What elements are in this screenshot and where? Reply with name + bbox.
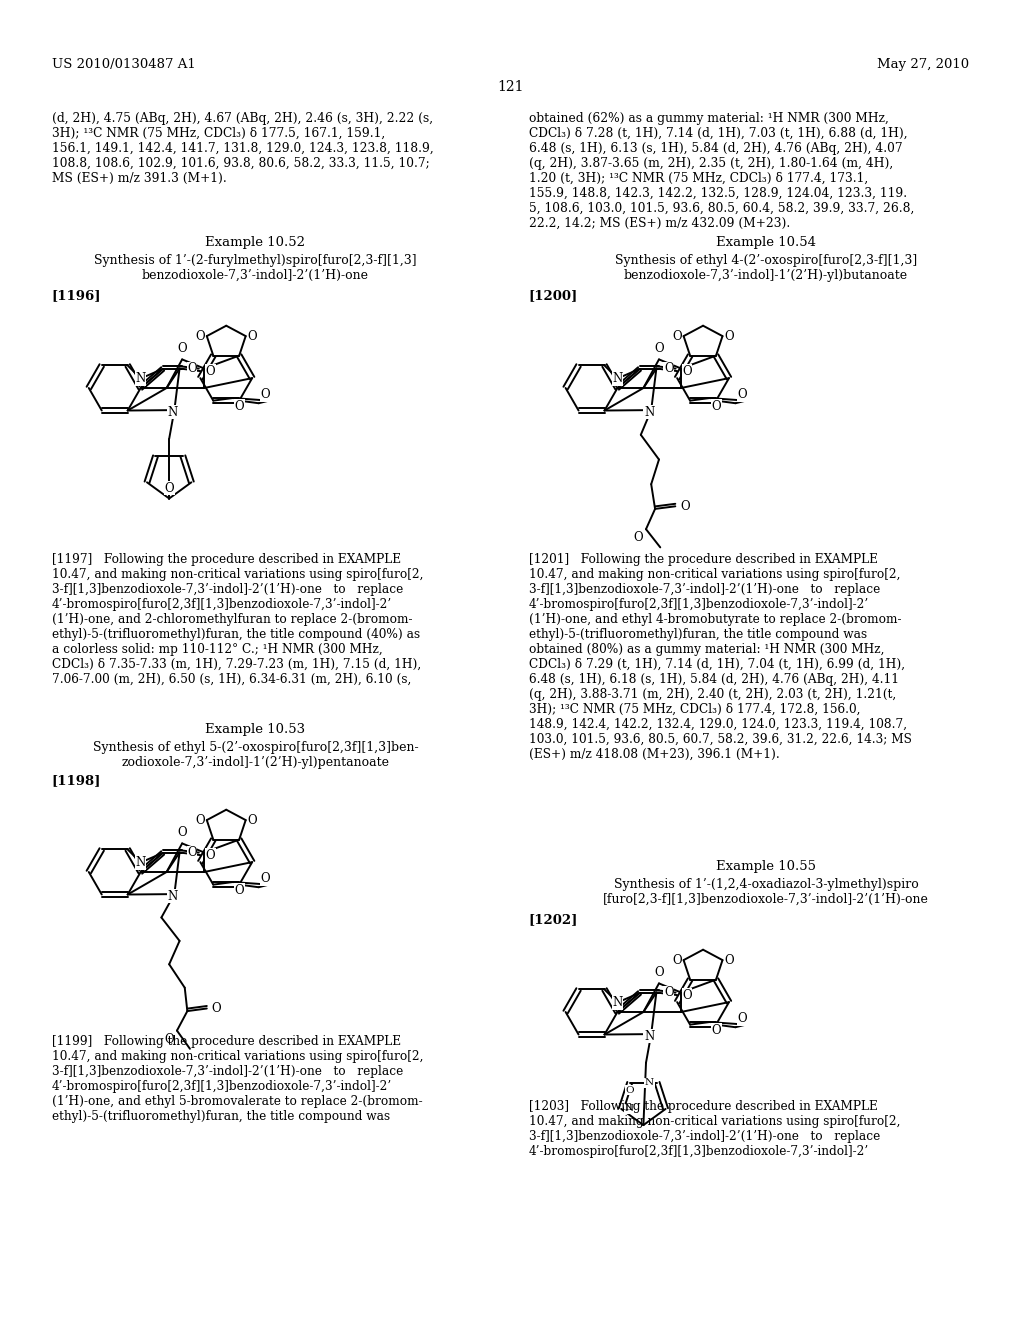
- Text: obtained (62%) as a gummy material: ¹H NMR (300 MHz,
CDCl₃) δ 7.28 (t, 1H), 7.14: obtained (62%) as a gummy material: ¹H N…: [528, 112, 914, 230]
- Text: [1198]: [1198]: [52, 774, 101, 787]
- Text: O: O: [672, 330, 682, 343]
- Text: O: O: [187, 363, 197, 375]
- Text: O: O: [737, 1012, 748, 1026]
- Text: N: N: [645, 1078, 654, 1088]
- Text: Synthesis of 1’-(1,2,4-oxadiazol-3-ylmethyl)spiro: Synthesis of 1’-(1,2,4-oxadiazol-3-ylmet…: [613, 878, 919, 891]
- Text: O: O: [725, 953, 734, 966]
- Text: N: N: [644, 1030, 654, 1043]
- Text: O: O: [196, 813, 205, 826]
- Text: N: N: [167, 890, 177, 903]
- Text: [1196]: [1196]: [52, 289, 101, 302]
- Text: O: O: [682, 364, 692, 378]
- Text: N: N: [612, 372, 623, 385]
- Text: O: O: [712, 1024, 721, 1038]
- Text: O: O: [654, 342, 664, 355]
- Text: 121: 121: [498, 81, 524, 94]
- Text: O: O: [712, 400, 721, 413]
- Text: O: O: [682, 989, 692, 1002]
- Text: N: N: [167, 405, 177, 418]
- Text: (d, 2H), 4.75 (ABq, 2H), 4.67 (ABq, 2H), 2.46 (s, 3H), 2.22 (s,
3H); ¹³C NMR (75: (d, 2H), 4.75 (ABq, 2H), 4.67 (ABq, 2H),…: [52, 112, 433, 185]
- Text: O: O: [212, 1002, 221, 1015]
- Text: O: O: [664, 363, 674, 375]
- Text: O: O: [165, 482, 174, 495]
- Text: [1200]: [1200]: [528, 289, 578, 302]
- Text: O: O: [737, 388, 748, 401]
- Text: O: O: [234, 884, 245, 898]
- Text: Example 10.55: Example 10.55: [716, 861, 816, 873]
- Text: N: N: [135, 372, 145, 385]
- Text: N: N: [612, 997, 623, 1008]
- Text: O: O: [248, 813, 257, 826]
- Text: O: O: [680, 500, 690, 512]
- Text: [1202]: [1202]: [528, 913, 579, 927]
- Text: O: O: [164, 1032, 174, 1045]
- Text: [1197]   Following the procedure described in EXAMPLE
10.47, and making non-crit: [1197] Following the procedure described…: [52, 553, 423, 686]
- Text: O: O: [626, 1086, 634, 1094]
- Text: O: O: [672, 953, 682, 966]
- Text: May 27, 2010: May 27, 2010: [878, 58, 970, 71]
- Text: O: O: [261, 388, 270, 401]
- Text: O: O: [205, 849, 215, 862]
- Text: O: O: [654, 966, 664, 979]
- Text: US 2010/0130487 A1: US 2010/0130487 A1: [52, 58, 196, 71]
- Text: O: O: [196, 330, 205, 343]
- Text: Example 10.54: Example 10.54: [716, 236, 816, 249]
- Text: [1203]   Following the procedure described in EXAMPLE
10.47, and making non-crit: [1203] Following the procedure described…: [528, 1100, 900, 1158]
- Text: benzodioxole-7,3’-indol]-2’(1’H)-one: benzodioxole-7,3’-indol]-2’(1’H)-one: [142, 269, 369, 282]
- Text: O: O: [725, 330, 734, 343]
- Text: [1199]   Following the procedure described in EXAMPLE
10.47, and making non-crit: [1199] Following the procedure described…: [52, 1035, 423, 1123]
- Text: [1201]   Following the procedure described in EXAMPLE
10.47, and making non-crit: [1201] Following the procedure described…: [528, 553, 911, 762]
- Text: benzodioxole-7,3’-indol]-1’(2’H)-yl)butanoate: benzodioxole-7,3’-indol]-1’(2’H)-yl)buta…: [624, 269, 908, 282]
- Text: Synthesis of ethyl 4-(2’-oxospiro[furo[2,3-f][1,3]: Synthesis of ethyl 4-(2’-oxospiro[furo[2…: [615, 253, 918, 267]
- Text: O: O: [234, 400, 245, 413]
- Text: Synthesis of ethyl 5-(2’-oxospiro[furo[2,3f][1,3]ben-: Synthesis of ethyl 5-(2’-oxospiro[furo[2…: [92, 741, 418, 754]
- Text: Synthesis of 1’-(2-furylmethyl)spiro[furo[2,3-f][1,3]: Synthesis of 1’-(2-furylmethyl)spiro[fur…: [94, 253, 417, 267]
- Text: O: O: [261, 873, 270, 886]
- Text: O: O: [634, 531, 643, 544]
- Text: O: O: [248, 330, 257, 343]
- Text: N: N: [625, 1105, 633, 1114]
- Text: O: O: [664, 986, 674, 999]
- Text: N: N: [135, 855, 145, 869]
- Text: O: O: [177, 342, 187, 355]
- Text: [furo[2,3-f][1,3]benzodioxole-7,3’-indol]-2’(1’H)-one: [furo[2,3-f][1,3]benzodioxole-7,3’-indol…: [603, 894, 929, 906]
- Text: O: O: [187, 846, 197, 859]
- Text: Example 10.52: Example 10.52: [206, 236, 305, 249]
- Text: N: N: [644, 405, 654, 418]
- Text: Example 10.53: Example 10.53: [205, 723, 305, 737]
- Text: O: O: [205, 364, 215, 378]
- Text: O: O: [177, 826, 187, 840]
- Text: zodioxole-7,3’-indol]-1’(2’H)-yl)pentanoate: zodioxole-7,3’-indol]-1’(2’H)-yl)pentano…: [122, 756, 389, 770]
